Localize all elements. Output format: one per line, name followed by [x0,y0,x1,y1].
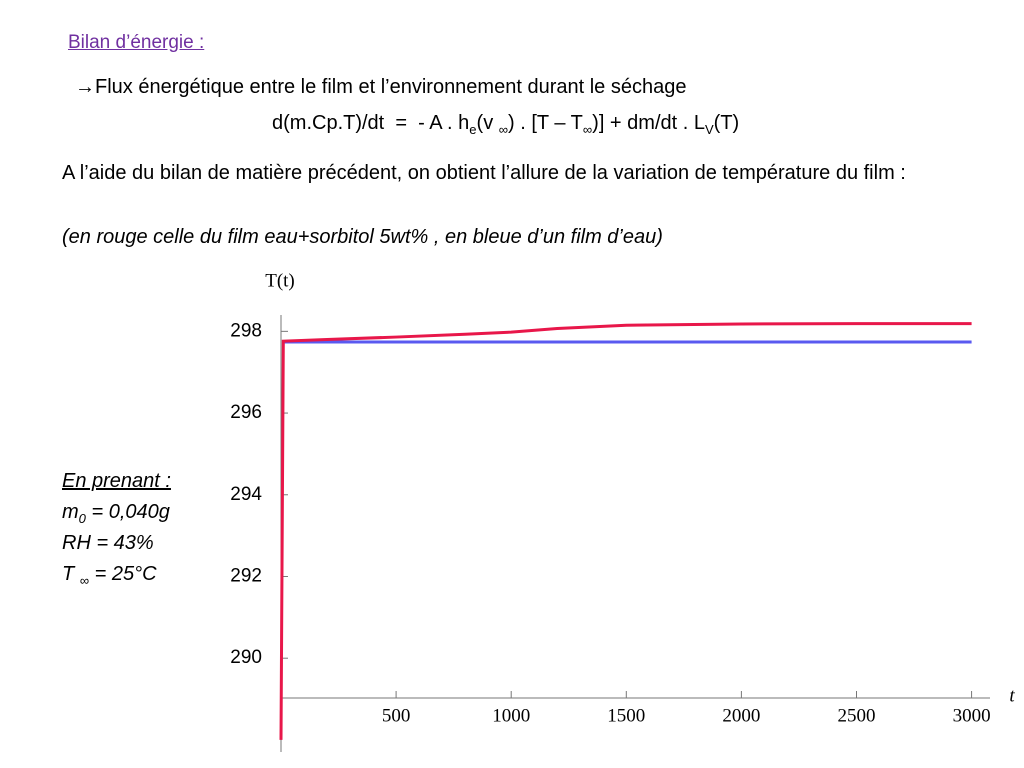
y-tick-label: 294 [230,484,262,505]
y-axis-label: T(t) [265,270,295,291]
paragraph: A l’aide du bilan de matière précédent, … [62,162,906,184]
text: = 0,040g [85,501,170,523]
text: T [62,563,80,585]
x-tick-label: 500 [382,705,411,726]
x-tick-label: 2000 [722,705,760,726]
eq-sub: e [469,122,477,137]
eq-part: (T) [713,112,740,134]
eq-sub: ∞ [498,122,509,137]
text: = 25°C [89,563,157,585]
eq-sub: V [704,122,714,137]
condition-mass: m0 = 0,040g [62,501,170,526]
x-axis-label: t [1009,685,1015,706]
conditions-title: En prenant : [62,470,171,492]
eq-part: )] + dm/dt . L [592,112,705,134]
x-tick-label: 3000 [953,705,991,726]
condition-temp: T ∞ = 25°C [62,563,157,588]
x-tick-label: 2500 [837,705,875,726]
y-tick-label: 292 [230,566,262,587]
y-tick-label: 290 [230,647,262,668]
sub: ∞ [79,573,90,588]
eq-sub: ∞ [582,122,593,137]
equation: d(m.Cp.T)/dt = - A . he(v ∞) . [T – T∞)]… [272,112,739,137]
x-tick-label: 1000 [492,705,530,726]
eq-part: (v [476,112,499,134]
x-tick-label: 1500 [607,705,645,726]
sub: 0 [78,511,86,526]
eq-part: ) . [T – T [508,112,583,134]
text: m [62,501,79,523]
y-tick-label: 296 [230,402,262,423]
legend-note: (en rouge celle du film eau+sorbitol 5wt… [62,226,663,248]
heading: Bilan d’énergie : [68,32,205,53]
series-line [279,322,972,740]
eq-part: d(m.Cp.T)/dt = - A . h [272,112,470,134]
y-tick-label: 298 [230,320,262,341]
condition-rh: RH = 43% [62,532,154,554]
flux-line: →Flux énergétique entre le film et l’env… [75,76,687,98]
